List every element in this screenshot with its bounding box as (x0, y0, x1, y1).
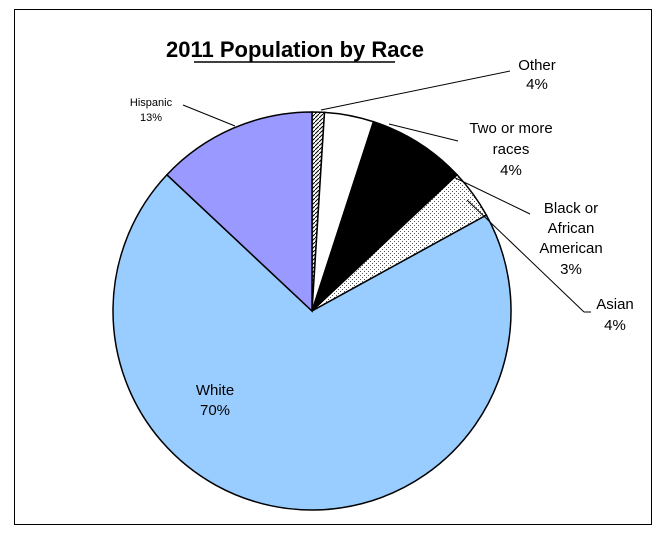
label-other: Other 4% (518, 57, 556, 93)
leader-other (320, 70, 511, 111)
label-two-line1: Two or more (469, 120, 552, 137)
label-hispanic-pct: 13% (140, 112, 162, 124)
label-black-line3: American (539, 240, 602, 257)
chart-frame: 2011 Population by Race Other 4% Two or … (14, 9, 652, 525)
label-other-name: Other (518, 57, 556, 74)
label-black-pct: 3% (560, 261, 582, 278)
label-other-pct: 4% (526, 76, 548, 93)
pie-chart: 2011 Population by Race Other 4% Two or … (112, 37, 634, 511)
label-black-line2: African (548, 220, 595, 237)
leader-two (388, 123, 459, 142)
pie-slice-hispanic (165, 111, 313, 313)
label-two: Two or more races 4% (469, 120, 552, 179)
pie-slices (112, 111, 512, 511)
pie-slice-white (112, 173, 512, 511)
pie-slice-black-or-african-american (311, 120, 459, 312)
label-white: White 70% (196, 382, 234, 419)
label-white-pct: 70% (200, 402, 230, 419)
label-black-line1: Black or (544, 200, 598, 217)
leader-black (438, 169, 531, 215)
label-white-name: White (196, 382, 234, 399)
chart-title: 2011 Population by Race (166, 37, 424, 62)
label-asian: Asian 4% (596, 296, 634, 334)
label-black: Black or African American 3% (539, 200, 602, 278)
label-asian-pct: 4% (604, 317, 626, 334)
label-hispanic-name: Hispanic (130, 97, 173, 109)
leader-hispanic (182, 104, 236, 127)
label-two-pct: 4% (500, 162, 522, 179)
label-asian-name: Asian (596, 296, 634, 313)
label-two-line2: races (493, 141, 530, 158)
label-hispanic: Hispanic 13% (130, 97, 173, 124)
leader-asian (466, 199, 585, 313)
